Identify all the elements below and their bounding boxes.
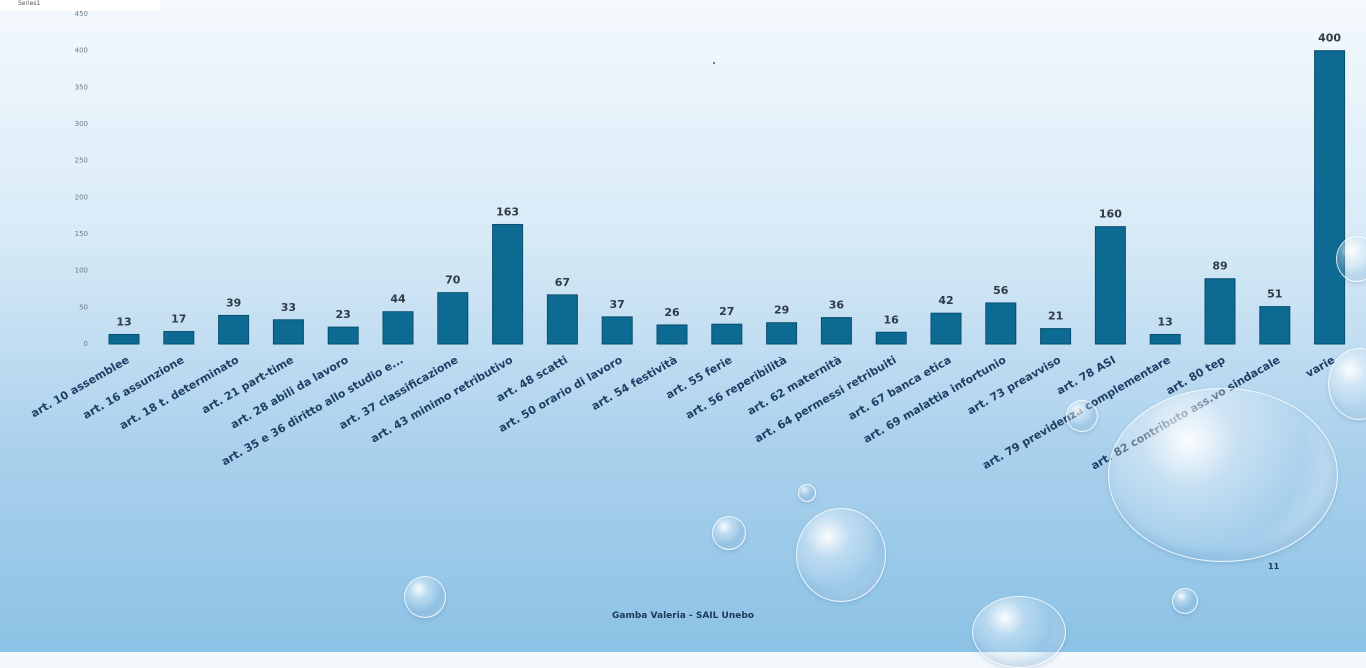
data-label: 16	[884, 313, 900, 326]
data-label: 70	[445, 274, 461, 287]
data-label: 163	[496, 205, 519, 218]
bar	[1040, 328, 1072, 345]
bubble-decoration	[798, 484, 816, 502]
page-number: 11	[1268, 562, 1280, 571]
bubble-decoration	[1066, 400, 1098, 432]
bar	[820, 317, 852, 345]
data-label: 160	[1099, 208, 1122, 221]
y-axis: 0 50 100 150 200 250 300 350 400 450	[75, 10, 88, 348]
bar	[1314, 50, 1346, 345]
data-label: 56	[993, 284, 1009, 297]
bar	[382, 311, 414, 345]
data-label: 51	[1267, 288, 1282, 301]
data-label: 27	[719, 305, 734, 318]
dot-marker	[713, 62, 715, 64]
data-label: 67	[555, 276, 570, 289]
bar-chart: 0 50 100 150 200 250 300 350 400 450 13 17 39 33 23 44…	[29, 10, 1346, 473]
x-tick-label: art. 62 maternità	[745, 353, 844, 418]
data-label: 13	[1158, 315, 1173, 328]
bubble-decoration	[712, 516, 746, 550]
bar	[1094, 226, 1126, 345]
x-tick-label: art. 73 preavviso	[965, 353, 1063, 417]
legend-label: Series1	[18, 0, 41, 7]
data-label: 33	[281, 301, 296, 314]
legend: Series1	[0, 0, 160, 11]
x-tick-label: art. 21 part-time	[200, 353, 296, 416]
bar	[108, 333, 140, 345]
bars	[108, 50, 1346, 345]
x-tick-label: art. 56 reperibilità	[683, 353, 789, 422]
data-label: 13	[116, 315, 131, 328]
bar	[930, 312, 962, 345]
y-tick-label: 150	[75, 230, 88, 238]
y-tick-label: 250	[75, 157, 88, 165]
bar	[875, 331, 907, 345]
value-labels: 13 17 39 33 23 44 70 163 67 37 26 27 29 36 16 42 56 21 160…	[116, 32, 1341, 329]
bar	[546, 294, 578, 345]
y-tick-label: 350	[75, 83, 88, 91]
bar	[985, 302, 1017, 345]
data-label: 23	[336, 308, 351, 321]
y-tick-label: 400	[75, 47, 88, 55]
bar	[272, 319, 304, 345]
bubble-decoration	[1336, 236, 1366, 282]
bubble-decoration	[404, 576, 446, 618]
bubble-decoration	[796, 508, 886, 602]
bar	[1149, 333, 1181, 345]
data-label: 400	[1318, 32, 1341, 45]
bubble-decoration	[972, 596, 1066, 668]
bar	[327, 326, 359, 345]
data-label: 39	[226, 296, 241, 309]
data-label: 36	[829, 299, 845, 312]
y-tick-label: 450	[75, 10, 88, 18]
data-label: 42	[938, 294, 953, 307]
y-tick-label: 200	[75, 193, 88, 201]
bar	[1204, 278, 1236, 345]
footer-author: Gamba Valeria - SAIL Unebo	[612, 611, 754, 621]
bar	[711, 323, 743, 345]
data-label: 29	[774, 304, 789, 317]
data-label: 44	[390, 293, 406, 306]
data-label: 26	[664, 306, 680, 319]
data-label: 21	[1048, 310, 1063, 323]
bar	[601, 316, 633, 345]
bar	[766, 322, 798, 345]
bar	[163, 331, 195, 345]
bar	[218, 314, 250, 345]
y-tick-label: 50	[79, 303, 88, 311]
data-label: 37	[610, 298, 625, 311]
bar	[437, 292, 469, 345]
data-label: 17	[171, 313, 186, 326]
bar	[492, 223, 524, 345]
bubble-decoration	[1172, 588, 1198, 614]
y-tick-label: 300	[75, 120, 88, 128]
bar	[1259, 306, 1291, 345]
bar	[656, 324, 688, 345]
data-label: 89	[1212, 260, 1227, 273]
y-tick-label: 100	[75, 267, 88, 275]
y-tick-label: 0	[84, 340, 88, 348]
bubble-decoration	[1108, 388, 1338, 562]
